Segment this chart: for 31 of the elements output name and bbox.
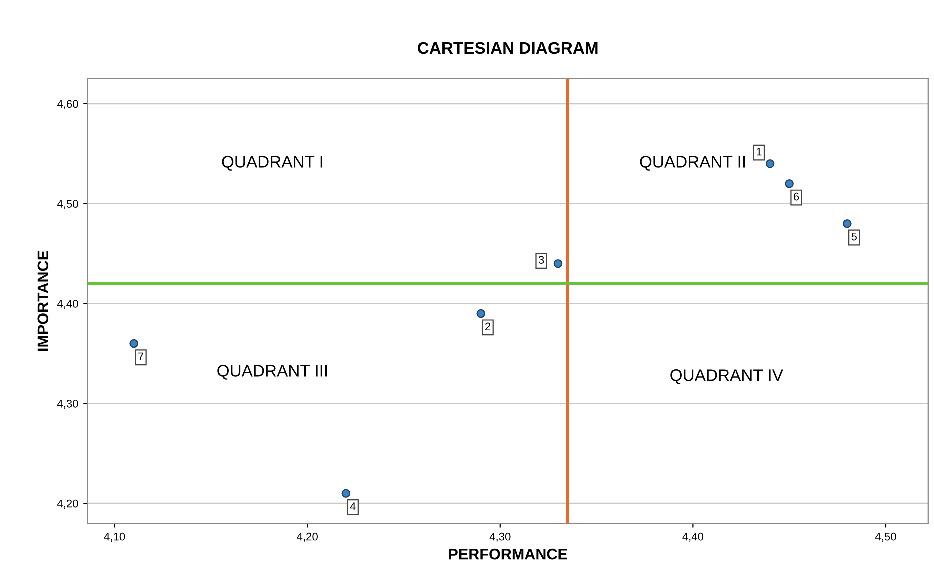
y-tick-label: 4,30 (57, 400, 78, 410)
x-tick-label: 4,20 (297, 532, 318, 542)
annotation: QUADRANT I (222, 156, 322, 171)
annotation: QUADRANT III (218, 365, 328, 380)
y-tick-label: 4,50 (57, 200, 78, 210)
annotation: 1 (756, 148, 762, 156)
x-tick-label: 4,10 (104, 532, 126, 542)
annotation: 4 (350, 502, 356, 510)
annotation: 7 (138, 352, 144, 360)
annotation: QUADRANT II (640, 156, 746, 171)
y-tick-label: 4,60 (57, 100, 78, 110)
y-axis-title: IMPORTANCE (38, 251, 49, 352)
y-tick-label: 4,40 (57, 300, 78, 310)
x-tick-label: 4,30 (490, 532, 511, 542)
annotation: 3 (538, 256, 544, 264)
chart-title: CARTESIAN DIAGRAM (418, 42, 598, 54)
point (130, 339, 138, 348)
point (476, 309, 486, 318)
annotation: 5 (852, 232, 857, 241)
x-tick-label: 4,50 (875, 532, 896, 542)
x-axis-title: PERFORMANCE (449, 548, 568, 560)
point (785, 180, 794, 188)
point (342, 489, 351, 498)
y-tick-label: 4,20 (57, 500, 78, 510)
point (766, 160, 775, 168)
annotation: 2 (486, 322, 491, 331)
point (843, 219, 852, 228)
x-tick-label: 4,40 (682, 532, 704, 542)
annotation: 6 (794, 192, 800, 201)
point (554, 259, 563, 268)
annotation: QUADRANT IV (670, 370, 784, 384)
